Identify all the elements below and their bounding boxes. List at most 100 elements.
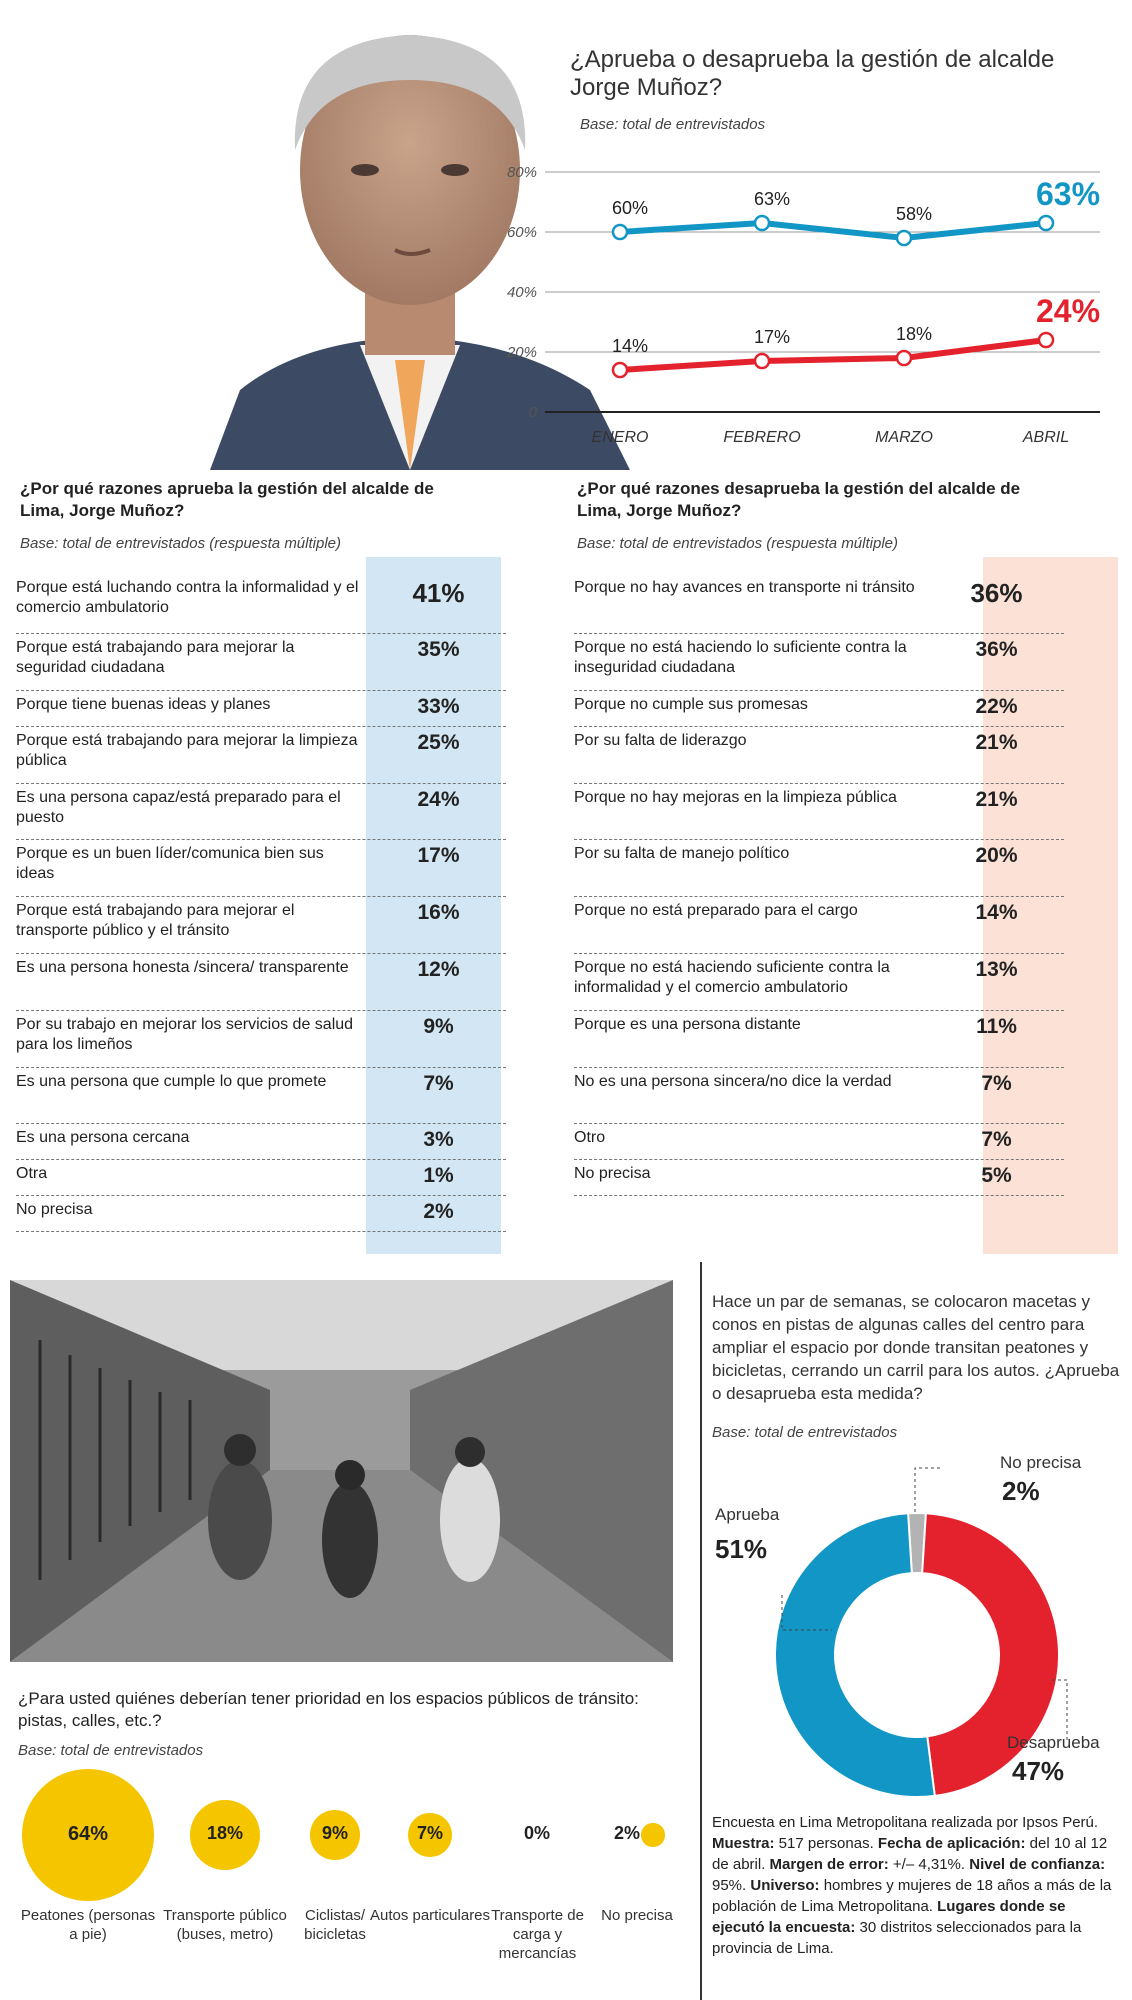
- priority-value: 9%: [321, 1823, 348, 1843]
- reason-row: No es una persona sincera/no dice la ver…: [574, 1068, 1064, 1124]
- x-tick-label: ENERO: [592, 429, 649, 446]
- reason-value: 2%: [423, 1200, 454, 1223]
- priority-category: Ciclistas/ bicicletas: [304, 1907, 366, 1943]
- reason-text: Porque está trabajando para mejorar la s…: [16, 639, 295, 676]
- reason-row: Es una persona cercana 3%: [16, 1124, 506, 1160]
- reason-value: 33%: [417, 695, 460, 718]
- reason-text: Porque tiene buenas ideas y planes: [16, 696, 271, 713]
- reason-text: Es una persona que cumple lo que promete: [16, 1073, 327, 1090]
- reason-value: 9%: [423, 1015, 454, 1038]
- y-tick-label: 60%: [507, 224, 537, 241]
- approve-title-post: la gestión del alcalde de Lima, Jorge Mu…: [20, 479, 434, 520]
- reason-row: No precisa 5%: [574, 1160, 1064, 1196]
- reason-value: 7%: [423, 1072, 454, 1095]
- reason-row: Es una persona honesta /sincera/ transpa…: [16, 954, 506, 1011]
- reason-value: 35%: [417, 638, 460, 661]
- reason-row: Porque no está haciendo lo suficiente co…: [574, 634, 1064, 691]
- data-point: [895, 349, 913, 367]
- y-tick-label: 40%: [507, 284, 537, 301]
- donut-value: 47%: [1012, 1756, 1064, 1786]
- data-point: [611, 223, 629, 241]
- reason-row: Porque no está preparado para el cargo 14…: [574, 897, 1064, 954]
- approve-values-column-bg: [366, 557, 501, 1254]
- margen-label: Margen de error:: [769, 1856, 889, 1873]
- reason-value: 1%: [423, 1164, 454, 1187]
- priority-value: 2%: [613, 1823, 640, 1843]
- methodology-intro: Encuesta en Lima Metropolitana realizada…: [712, 1814, 1099, 1831]
- reason-text: Porque está trabajando para mejorar el t…: [16, 902, 295, 939]
- universo-value: hombres y mujeres de 18 años a más de la…: [712, 1877, 1112, 1915]
- reason-row: Otro 7%: [574, 1124, 1064, 1160]
- data-label: 60%: [612, 198, 648, 218]
- donut-label: Desaprueba: [1007, 1733, 1100, 1752]
- data-point: [1037, 214, 1055, 232]
- reason-text: Por su falta de liderazgo: [574, 732, 747, 749]
- street-photo: [10, 1280, 673, 1662]
- universo-label: Universo:: [750, 1877, 820, 1894]
- disapprove-reasons-list: Porque no hay avances en transporte ni t…: [574, 574, 1064, 1196]
- priority-bubble: [22, 1769, 154, 1901]
- approval-line-chart: 80% 60% 40% 20% 0 60% 63% 58% 63% 14% 17% 18% 24% E…: [506, 164, 1100, 446]
- reason-text: Porque no hay avances en transporte ni t…: [574, 579, 915, 596]
- priority-bubble-chart: 64% Peatones (personas a pie) 18% Transport…: [0, 1769, 700, 2000]
- reason-value: 20%: [975, 844, 1018, 867]
- approve-title-em: aprueba: [167, 479, 234, 498]
- disapprove-title-em: desaprueba: [724, 479, 820, 498]
- priority-category: No precisa: [601, 1907, 673, 1924]
- reason-text: No precisa: [574, 1165, 651, 1182]
- series-line-aprueba: [619, 220, 1047, 241]
- reason-text: Porque no hay mejoras en la limpieza púb…: [574, 789, 897, 806]
- data-point: [1037, 331, 1055, 349]
- data-point: [611, 361, 629, 379]
- reason-row: Porque tiene buenas ideas y planes 33%: [16, 691, 506, 727]
- reason-value: 25%: [417, 731, 460, 754]
- reason-value: 21%: [975, 731, 1018, 754]
- margen-value: +/– 4,31%.: [888, 1856, 970, 1873]
- reason-row: Porque es un buen líder/comunica bien su…: [16, 840, 506, 897]
- data-label: 63%: [754, 189, 790, 209]
- lugares-label: Lugares donde se ejecutó la encuesta:: [712, 1898, 1066, 1936]
- data-point: [895, 229, 913, 247]
- reason-row: Es una persona que cumple lo que promete…: [16, 1068, 506, 1124]
- fecha-value: del 10 al 12 de abril.: [712, 1835, 1108, 1873]
- reason-text: Porque no está haciendo lo suficiente co…: [574, 639, 907, 676]
- leader-line: [781, 1595, 832, 1631]
- reason-value: 17%: [417, 844, 460, 867]
- data-label: 14%: [612, 336, 648, 356]
- priority-category: Autos particulares: [369, 1907, 491, 1924]
- reason-text: Porque está trabajando para mejorar la l…: [16, 732, 358, 769]
- measure-base: Base: total de entrevistados: [712, 1424, 898, 1441]
- reason-text: Porque no está haciendo suficiente contr…: [574, 959, 890, 996]
- priority-value: 64%: [67, 1823, 109, 1845]
- y-tick-label: 80%: [507, 164, 537, 181]
- measure-donut-chart: Aprueba 51% Desaprueba 47% No precisa 2%: [715, 1453, 1100, 1798]
- reason-value: 13%: [975, 958, 1018, 981]
- reason-value: 36%: [970, 578, 1023, 608]
- measure-question: Hace un par de semanas, se colocaron mac…: [712, 1292, 1120, 1403]
- reason-row: Por su falta de manejo político 20%: [574, 840, 1064, 897]
- mayor-portrait-photo: [210, 35, 630, 470]
- section-divider: [700, 1262, 702, 2000]
- reason-value: 24%: [417, 788, 460, 811]
- data-point: [753, 352, 771, 370]
- reason-row: Porque no cumple sus promesas 22%: [574, 691, 1064, 727]
- priority-bubble: [189, 1799, 260, 1870]
- reason-value: 14%: [975, 901, 1018, 924]
- reason-row: Porque no está haciendo suficiente contr…: [574, 954, 1064, 1011]
- x-tick-label: ABRIL: [1022, 429, 1069, 446]
- reason-value: 11%: [976, 1015, 1017, 1038]
- disapprove-base: Base: total de entrevistados (respuesta …: [577, 535, 898, 552]
- reason-text: Porque no está preparado para el cargo: [574, 902, 858, 919]
- disapprove-title-post: la gestión del alcalde de Lima, Jorge Mu…: [577, 479, 1021, 520]
- donut-slice-desaprueba: [921, 1512, 1060, 1797]
- donut-label: Aprueba: [715, 1505, 780, 1524]
- reason-row: Otra 1%: [16, 1160, 506, 1196]
- reason-row: Porque no hay avances en transporte ni t…: [574, 574, 1064, 634]
- lugares-value: 30 distritos seleccionados para la provi…: [712, 1919, 1082, 1957]
- priority-base: Base: total de entrevistados: [18, 1742, 204, 1759]
- data-point: [753, 214, 771, 232]
- reason-text: Es una persona capaz/está preparado para…: [16, 789, 341, 826]
- leader-line: [914, 1467, 942, 1512]
- approve-base: Base: total de entrevistados (respuesta …: [20, 535, 341, 552]
- series-line-desaprueba: [619, 337, 1047, 373]
